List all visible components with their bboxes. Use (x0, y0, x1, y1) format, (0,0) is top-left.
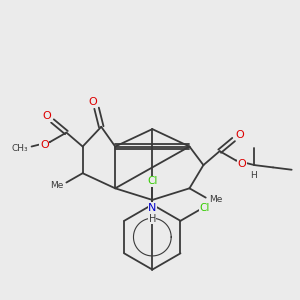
Text: O: O (237, 159, 246, 169)
Text: O: O (40, 140, 49, 150)
Text: H: H (250, 171, 257, 180)
Text: Cl: Cl (199, 203, 210, 213)
Text: N: N (148, 203, 157, 213)
Text: O: O (89, 98, 98, 107)
Text: Me: Me (50, 182, 64, 190)
Text: CH₃: CH₃ (12, 144, 28, 153)
Text: H: H (148, 214, 156, 224)
Text: O: O (235, 130, 244, 140)
Text: O: O (42, 111, 51, 121)
Text: Me: Me (209, 195, 223, 204)
Text: Cl: Cl (147, 176, 158, 186)
